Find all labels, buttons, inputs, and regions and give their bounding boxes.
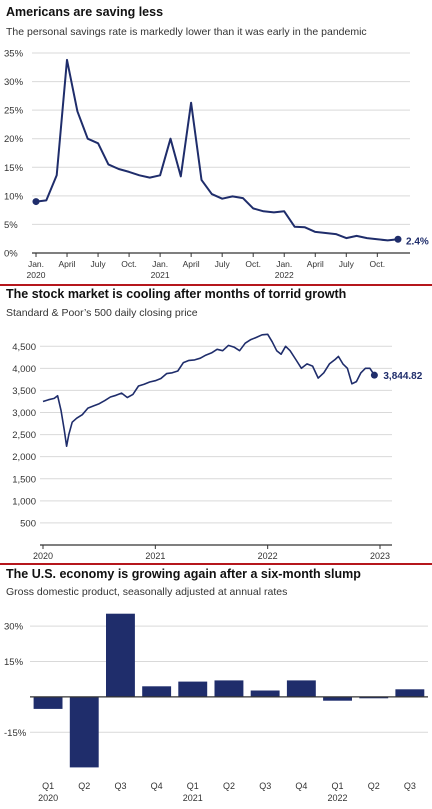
gdp-bar — [214, 680, 244, 697]
y-tick-label: 0% — [4, 249, 18, 260]
y-tick-label: 25% — [4, 106, 24, 117]
y-tick-label: 3,000 — [12, 408, 36, 419]
y-tick-label: 4,000 — [12, 364, 36, 375]
x-tick-label: Q4 — [295, 781, 307, 791]
x-tick-label: 2020 — [33, 551, 53, 561]
x-tick-label: July — [215, 259, 231, 269]
y-tick-label: 2,500 — [12, 430, 36, 441]
chart-divider — [0, 563, 432, 565]
y-tick-label: 15% — [4, 163, 24, 174]
x-tick-label: Jan. — [28, 259, 44, 269]
y-tick-label: 500 — [20, 518, 36, 529]
savings-rate-series-line — [35, 58, 399, 242]
y-tick-label: 3,500 — [12, 386, 36, 397]
x-tick-label: 2023 — [370, 551, 390, 561]
gdp-chart-title: The U.S. economy is growing again after … — [6, 567, 361, 581]
x-year-label: 2021 — [183, 793, 203, 803]
x-tick-label: Q2 — [368, 781, 380, 791]
x-year-label: 2020 — [38, 793, 58, 803]
x-tick-label: Q4 — [151, 781, 163, 791]
series-start-point — [32, 198, 40, 206]
x-year-label: 2022 — [327, 793, 347, 803]
x-tick-year-label: 2022 — [275, 270, 294, 280]
gdp-bar — [359, 696, 389, 699]
gdp-bar — [323, 696, 352, 701]
end-value-label: 2.4% — [406, 236, 429, 247]
x-tick-label: Q2 — [223, 781, 235, 791]
y-tick-label: 1,500 — [12, 474, 36, 485]
x-tick-label: Oct. — [370, 259, 386, 269]
end-value-label: 3,844.82 — [383, 371, 422, 382]
sp500-line-chart: 500 1,000 1,500 2,000 2,500 3,000 3,500 4,000 4,… — [12, 333, 423, 561]
x-tick-label: Jan. — [276, 259, 292, 269]
gdp-bar-chart: -15% 15% 30% Q1 Q2 Q3 Q4 Q1 Q2 Q3 Q4 Q1 Q2 Q3 2020 2021… — [4, 613, 428, 803]
x-tick-label: Oct. — [245, 259, 261, 269]
savings-chart-panel: Americans are saving less The personal s… — [0, 0, 432, 285]
y-tick-label: 35% — [4, 49, 24, 60]
x-tick-label: July — [339, 259, 355, 269]
sp500-series-line — [42, 333, 376, 447]
gdp-bar — [250, 690, 280, 697]
y-tick-label: 20% — [4, 134, 24, 145]
y-tick-label: 30% — [4, 622, 24, 633]
x-tick-label: Q1 — [42, 781, 54, 791]
y-tick-label: 2,000 — [12, 452, 36, 463]
x-tick-label: Oct. — [121, 259, 137, 269]
gdp-bar — [395, 689, 425, 697]
x-tick-label: April — [307, 259, 324, 269]
x-tick-label: July — [90, 259, 106, 269]
y-tick-label: 10% — [4, 191, 24, 202]
gdp-bar — [69, 696, 99, 768]
x-tick-label: April — [59, 259, 76, 269]
stock-chart-title: The stock market is cooling after months… — [6, 287, 347, 301]
gdp-bar — [142, 686, 172, 697]
y-tick-label: 1,000 — [12, 496, 36, 507]
savings-chart-title: Americans are saving less — [6, 5, 164, 19]
gdp-chart-panel: The U.S. economy is growing again after … — [0, 566, 432, 809]
x-tick-label: Q2 — [78, 781, 90, 791]
x-tick-label: Q3 — [404, 781, 416, 791]
stock-chart-panel: The stock market is cooling after months… — [0, 287, 432, 563]
y-tick-label: 15% — [4, 657, 24, 668]
x-tick-label: Q1 — [331, 781, 343, 791]
chart-divider — [0, 284, 432, 286]
x-tick-label: April — [183, 259, 200, 269]
stock-chart-subtitle: Standard & Poor’s 500 daily closing pric… — [6, 307, 198, 319]
gdp-chart-subtitle: Gross domestic product, seasonally adjus… — [6, 586, 288, 598]
x-tick-year-label: 2020 — [27, 270, 46, 280]
x-tick-label: 2021 — [145, 551, 165, 561]
x-tick-label: 2022 — [258, 551, 278, 561]
gdp-bar — [33, 696, 63, 709]
x-tick-label: Q1 — [187, 781, 199, 791]
series-end-point — [370, 371, 378, 379]
x-tick-label: Jan. — [152, 259, 168, 269]
savings-chart-subtitle: The personal savings rate is markedly lo… — [6, 26, 367, 38]
y-tick-label: 4,500 — [12, 342, 36, 353]
gdp-bar — [178, 681, 208, 697]
gdp-bar — [106, 613, 135, 697]
y-tick-label: 30% — [4, 77, 24, 88]
y-tick-label: 5% — [4, 220, 18, 231]
y-tick-label: -15% — [4, 728, 27, 739]
series-end-point — [394, 235, 402, 243]
x-tick-year-label: 2021 — [151, 270, 170, 280]
gdp-bar — [286, 680, 316, 697]
x-tick-label: Q3 — [259, 781, 271, 791]
x-tick-label: Q3 — [114, 781, 126, 791]
